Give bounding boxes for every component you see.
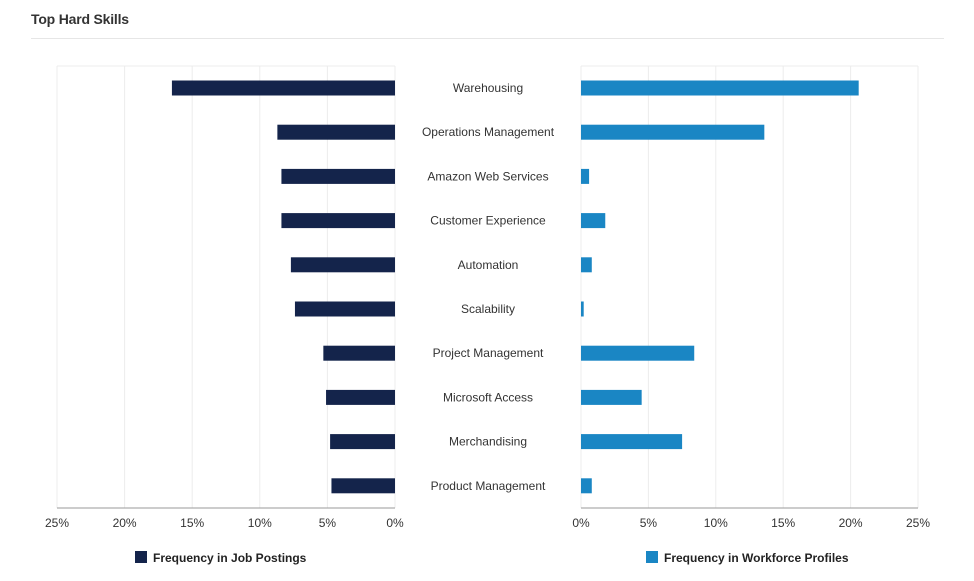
bar-workforce-profiles-customer-experience — [581, 213, 606, 229]
legend-swatch-frequency-in-job-postings[interactable] — [135, 551, 147, 563]
tick-label-left: 0% — [386, 516, 404, 530]
bar-job-postings-amazon-web-services — [281, 168, 395, 184]
tick-label-left: 25% — [45, 516, 69, 530]
bar-job-postings-microsoft-access — [326, 389, 395, 405]
tick-label-left: 5% — [319, 516, 337, 530]
bar-workforce-profiles-amazon-web-services — [581, 168, 590, 184]
category-label-amazon-web-services: Amazon Web Services — [427, 169, 548, 183]
category-label-operations-management: Operations Management — [422, 125, 555, 139]
category-label-scalability: Scalability — [461, 302, 515, 316]
bar-job-postings-warehousing — [171, 80, 395, 96]
bar-job-postings-project-management — [323, 345, 395, 361]
category-label-warehousing: Warehousing — [453, 81, 523, 95]
legend-label-frequency-in-job-postings[interactable]: Frequency in Job Postings — [153, 551, 307, 565]
category-label-product-management: Product Management — [431, 479, 546, 493]
category-label-automation: Automation — [458, 258, 519, 272]
bar-workforce-profiles-warehousing — [581, 80, 859, 96]
bar-job-postings-automation — [290, 257, 395, 273]
bar-workforce-profiles-automation — [581, 257, 592, 273]
tick-label-left: 20% — [113, 516, 137, 530]
category-labels: Warehousing Operations Management Amazon W… — [422, 81, 555, 493]
bar-layer — [171, 80, 859, 494]
bar-job-postings-operations-management — [277, 124, 395, 140]
legend-label-frequency-in-workforce-profiles[interactable]: Frequency in Workforce Profiles — [664, 551, 849, 565]
legend-swatch-frequency-in-workforce-profiles[interactable] — [646, 551, 658, 563]
tick-label-right: 0% — [572, 516, 590, 530]
tick-label-right: 5% — [640, 516, 658, 530]
bar-workforce-profiles-project-management — [581, 345, 695, 361]
category-label-microsoft-access: Microsoft Access — [443, 390, 533, 404]
tick-label-left: 15% — [180, 516, 204, 530]
bar-workforce-profiles-scalability — [581, 301, 584, 317]
bar-job-postings-customer-experience — [281, 213, 395, 229]
bar-job-postings-product-management — [331, 478, 395, 494]
category-label-merchandising: Merchandising — [449, 435, 527, 449]
bar-workforce-profiles-product-management — [581, 478, 592, 494]
legend: Frequency in Job Postings Frequency in Wo… — [135, 551, 849, 565]
bar-workforce-profiles-merchandising — [581, 434, 683, 450]
tick-label-left: 10% — [248, 516, 272, 530]
tick-label-right: 25% — [906, 516, 930, 530]
category-label-project-management: Project Management — [433, 346, 544, 360]
bar-job-postings-merchandising — [330, 434, 395, 450]
chart-title: Top Hard Skills — [31, 11, 129, 27]
bar-workforce-profiles-microsoft-access — [581, 389, 642, 405]
axis-ticks: 25% 20% 15% 10% 5% 0% 0% 5% 10% 15% 20% 25% — [45, 516, 930, 530]
title-divider — [31, 38, 944, 39]
tick-label-right: 20% — [839, 516, 863, 530]
tick-label-right: 10% — [704, 516, 728, 530]
category-label-customer-experience: Customer Experience — [430, 214, 546, 228]
tick-label-right: 15% — [771, 516, 795, 530]
bar-workforce-profiles-operations-management — [581, 124, 765, 140]
bar-job-postings-scalability — [294, 301, 395, 317]
